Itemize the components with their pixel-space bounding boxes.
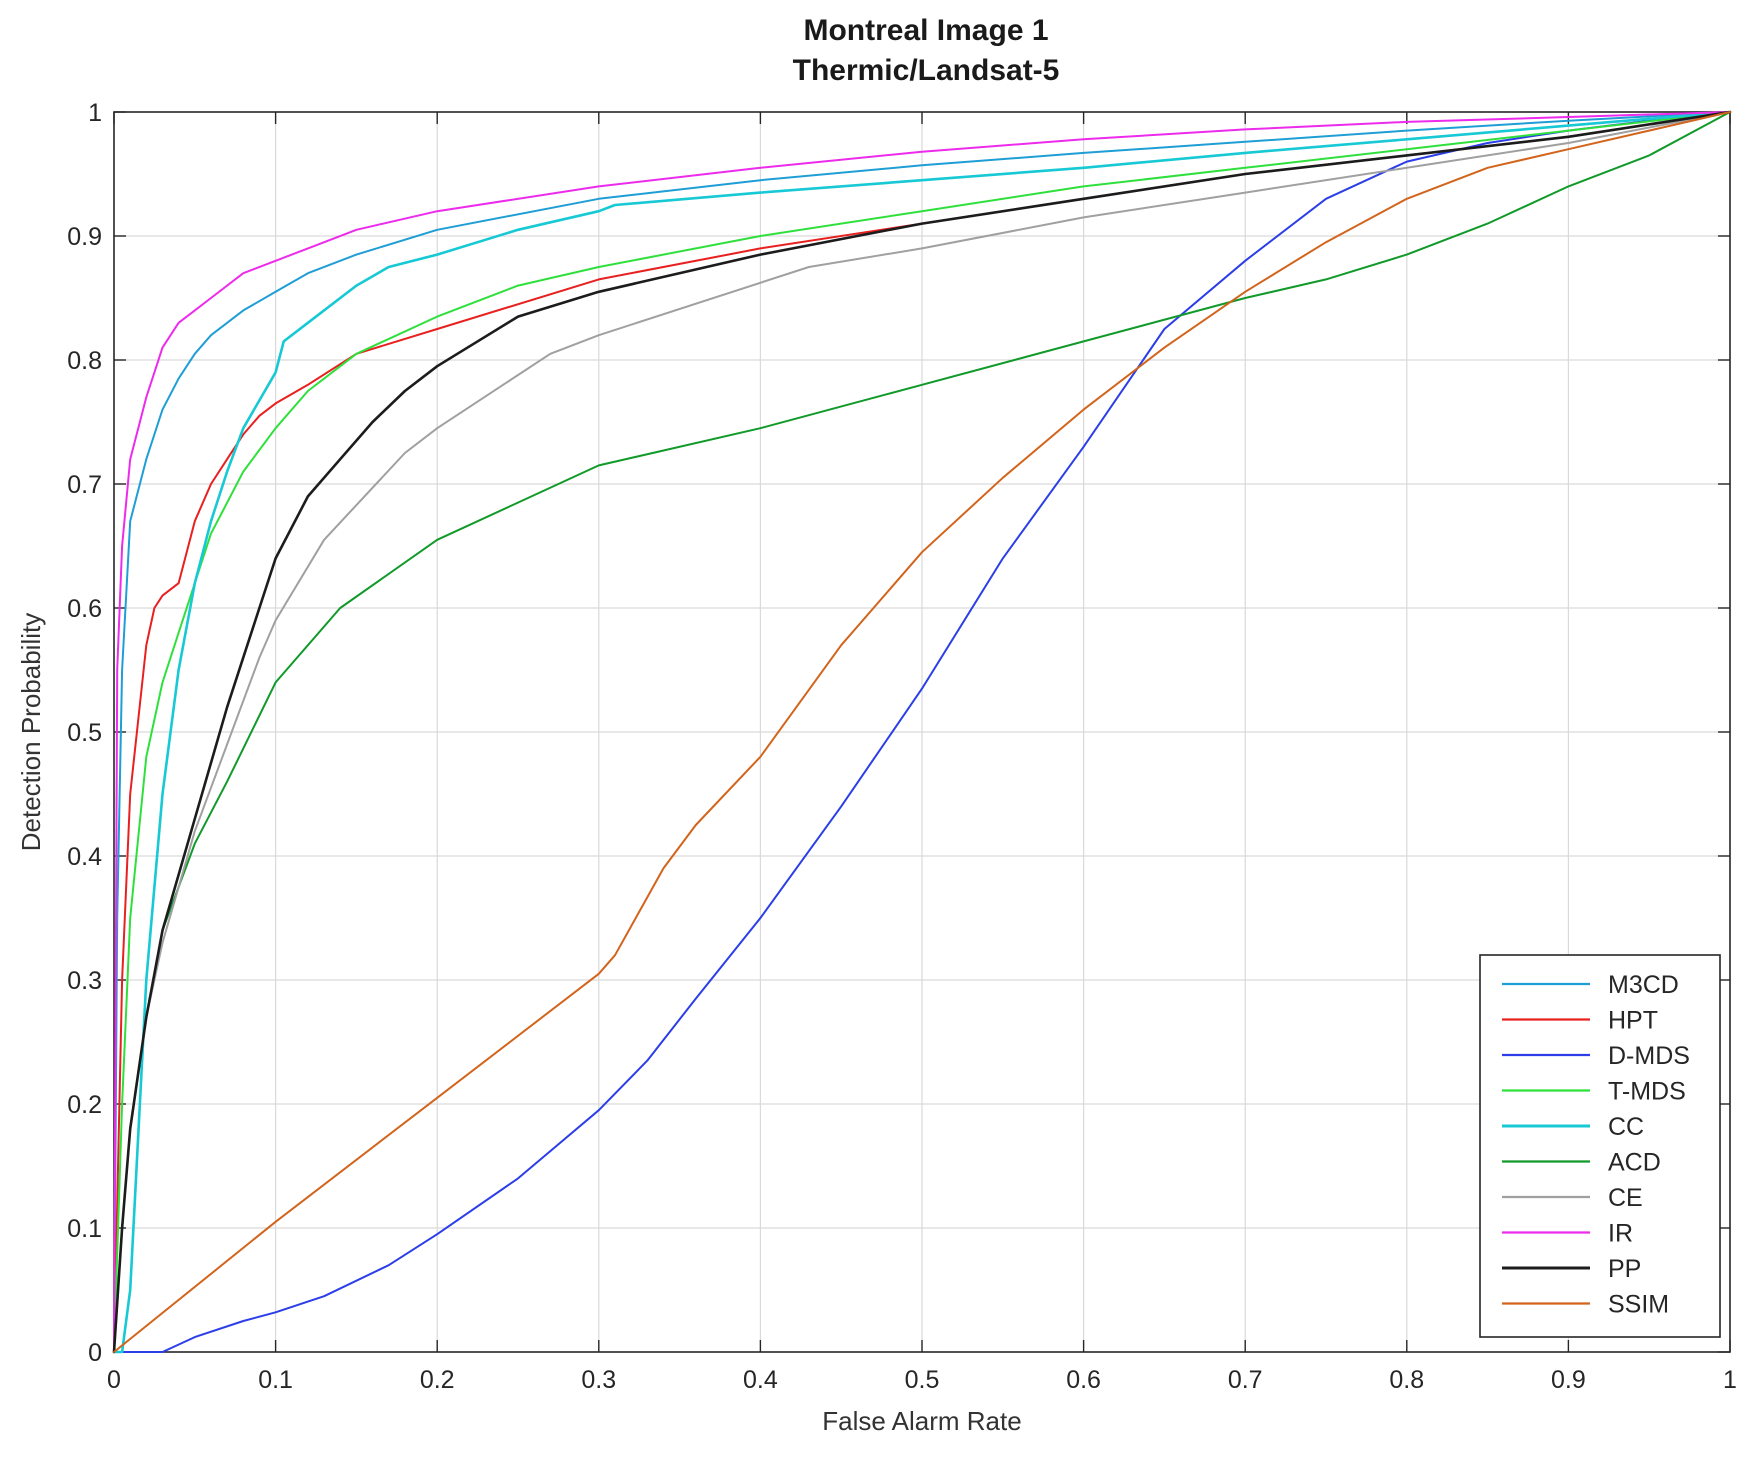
- series-line-m3cd: [113, 111, 1731, 1353]
- legend-label: PP: [1608, 1255, 1641, 1283]
- x-axis-label: False Alarm Rate: [822, 1406, 1021, 1436]
- series-lines: [112, 110, 1732, 1354]
- y-tick-label: 0.6: [67, 595, 102, 623]
- legend-label: D-MDS: [1608, 1042, 1690, 1070]
- x-tick-label: 0.3: [581, 1366, 616, 1394]
- y-tick-label: 0.8: [67, 347, 102, 375]
- y-tick-label: 0: [88, 1339, 102, 1367]
- x-tick-label: 0.6: [1066, 1366, 1101, 1394]
- x-tick-label: 0.1: [258, 1366, 293, 1394]
- y-tick-label: 1: [88, 99, 102, 127]
- legend-label: T-MDS: [1608, 1078, 1686, 1106]
- series-line-ssim: [113, 111, 1731, 1353]
- x-tick-label: 0.4: [743, 1366, 778, 1394]
- chart-title: Montreal Image 1: [803, 14, 1048, 47]
- x-tick-label: 0.7: [1228, 1366, 1263, 1394]
- x-tick-label: 0: [107, 1366, 121, 1394]
- legend-label: CE: [1608, 1184, 1643, 1212]
- legend-label: ACD: [1608, 1149, 1661, 1177]
- y-tick-label: 0.5: [67, 719, 102, 747]
- y-tick-label: 0.2: [67, 1091, 102, 1119]
- legend-label: M3CD: [1608, 971, 1679, 999]
- x-tick-label: 0.5: [905, 1366, 940, 1394]
- legend: M3CD HPT D-MDS T-MDS CC ACD CE IR PP SSIM: [1479, 954, 1721, 1338]
- legend-label: HPT: [1608, 1007, 1658, 1035]
- grid: [114, 112, 1730, 1352]
- series-line-t-mds: [113, 111, 1731, 1353]
- legend-label: SSIM: [1608, 1291, 1669, 1319]
- y-tick-label: 0.4: [67, 843, 102, 871]
- series-line-ir: [113, 111, 1731, 1353]
- x-tick-label: 1: [1723, 1366, 1737, 1394]
- series-line-pp: [112, 110, 1732, 1354]
- y-tick-label: 0.7: [67, 471, 102, 499]
- series-line-d-mds: [113, 111, 1731, 1353]
- y-tick-label: 0.9: [67, 223, 102, 251]
- legend-box: [1479, 954, 1721, 1338]
- legend-label: CC: [1608, 1113, 1644, 1141]
- x-tick-label: 0.8: [1389, 1366, 1424, 1394]
- legend-label: IR: [1608, 1220, 1633, 1248]
- x-tick-label: 0.2: [420, 1366, 455, 1394]
- y-axis-label: Detection Probability: [16, 613, 46, 851]
- series-line-cc: [112, 110, 1732, 1354]
- y-tick-label: 0.1: [67, 1215, 102, 1243]
- y-tick-label: 0.3: [67, 967, 102, 995]
- chart-subtitle: Thermic/Landsat-5: [793, 54, 1060, 87]
- x-tick-label: 0.9: [1551, 1366, 1586, 1394]
